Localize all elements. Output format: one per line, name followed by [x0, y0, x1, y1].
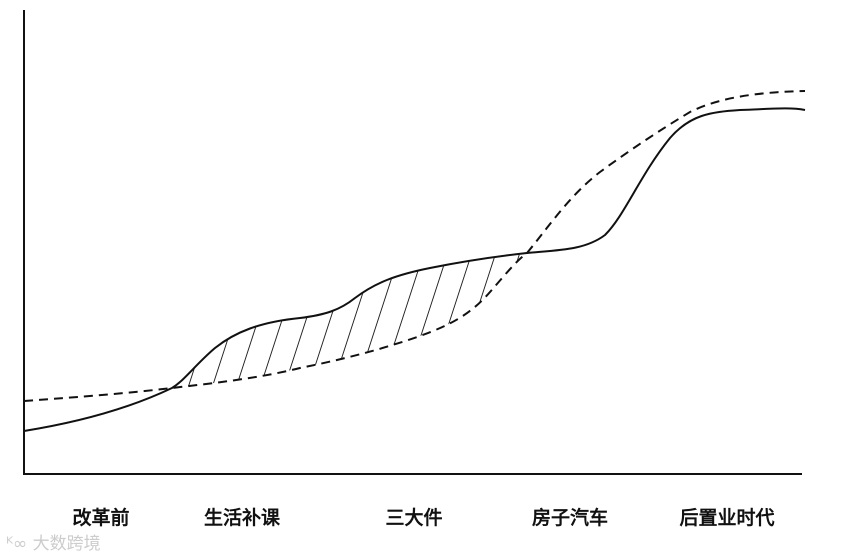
solid-curve	[23, 107, 806, 432]
hatched-area	[172, 253, 527, 388]
dashed-curve	[23, 90, 806, 402]
watermark-logo-icon: ᴷ∞	[6, 534, 33, 554]
x-label-life-catchup: 生活补课	[203, 507, 281, 529]
x-label-pre-reform: 改革前	[72, 507, 130, 529]
watermark-text: 大数跨境	[32, 534, 101, 554]
x-label-three-big-items: 三大件	[385, 507, 443, 529]
watermark: ᴷ∞ 大数跨境	[6, 529, 101, 554]
x-label-house-car: 房子汽车	[531, 507, 609, 529]
x-label-post-property: 后置业时代	[679, 507, 775, 529]
